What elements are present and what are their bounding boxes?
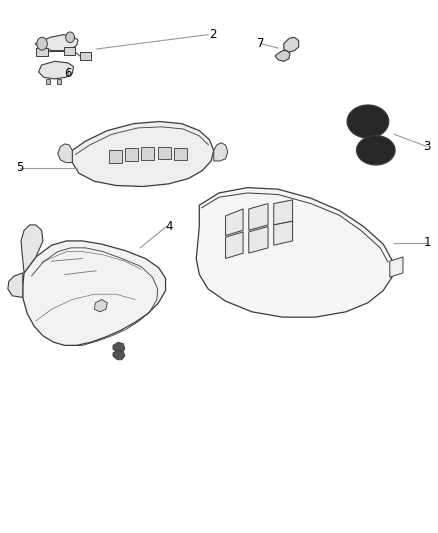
Polygon shape xyxy=(390,257,403,277)
Polygon shape xyxy=(113,351,125,360)
Polygon shape xyxy=(284,37,299,52)
Polygon shape xyxy=(113,342,125,353)
Text: 3: 3 xyxy=(424,140,431,153)
Circle shape xyxy=(66,32,74,43)
Polygon shape xyxy=(57,79,61,84)
Polygon shape xyxy=(72,122,214,187)
Polygon shape xyxy=(249,204,268,230)
Polygon shape xyxy=(80,52,91,60)
Text: 6: 6 xyxy=(64,67,72,80)
Polygon shape xyxy=(35,35,78,51)
Polygon shape xyxy=(8,273,23,297)
Text: 1: 1 xyxy=(423,236,431,249)
Polygon shape xyxy=(141,147,154,160)
Text: 2: 2 xyxy=(208,28,216,41)
Polygon shape xyxy=(64,47,75,55)
Polygon shape xyxy=(174,148,187,160)
Polygon shape xyxy=(94,300,107,312)
Polygon shape xyxy=(109,150,122,163)
Circle shape xyxy=(37,37,47,50)
Polygon shape xyxy=(226,209,243,236)
Polygon shape xyxy=(196,188,392,317)
Text: 4: 4 xyxy=(165,220,173,233)
Text: 7: 7 xyxy=(257,37,265,50)
Polygon shape xyxy=(275,51,290,61)
Text: 5: 5 xyxy=(16,161,23,174)
Polygon shape xyxy=(274,200,293,225)
Polygon shape xyxy=(125,148,138,161)
Polygon shape xyxy=(226,232,243,259)
Ellipse shape xyxy=(347,105,389,138)
Polygon shape xyxy=(39,61,74,79)
Ellipse shape xyxy=(357,136,395,165)
Polygon shape xyxy=(214,143,228,161)
Polygon shape xyxy=(23,241,166,345)
Polygon shape xyxy=(21,225,43,273)
Polygon shape xyxy=(249,227,268,253)
Polygon shape xyxy=(58,144,72,163)
Polygon shape xyxy=(158,147,171,159)
Polygon shape xyxy=(36,48,48,56)
Polygon shape xyxy=(274,221,293,245)
Polygon shape xyxy=(46,79,50,84)
